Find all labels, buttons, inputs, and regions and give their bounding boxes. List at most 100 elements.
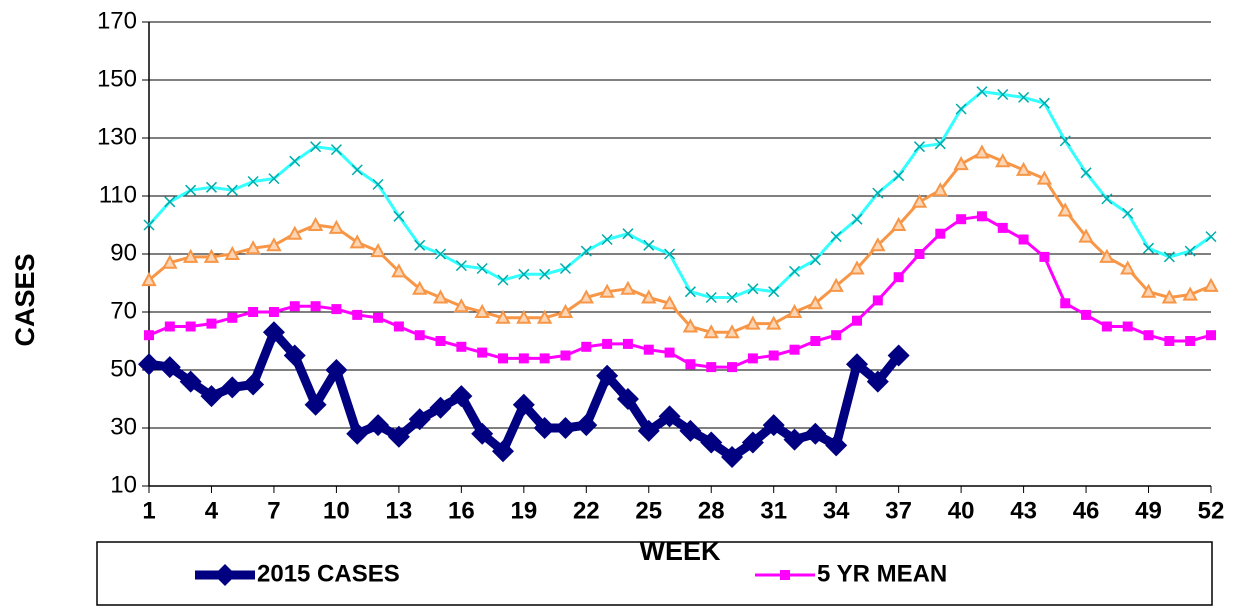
marker: [1164, 336, 1175, 346]
marker: [330, 144, 342, 156]
marker: [852, 315, 862, 326]
marker: [1184, 245, 1196, 257]
marker: [914, 249, 925, 259]
y-tick-label: 10: [110, 471, 137, 498]
y-tick-label: 150: [97, 65, 137, 92]
marker: [495, 309, 511, 324]
marker: [492, 440, 514, 463]
y-tick-label: 30: [110, 413, 137, 440]
marker: [559, 262, 572, 275]
marker: [331, 304, 342, 315]
marker: [393, 210, 405, 222]
x-tick-label: 52: [1198, 497, 1225, 524]
legend-label: 5 YR MEAN: [817, 560, 947, 587]
marker: [512, 393, 535, 416]
series-line: [147, 90, 1212, 299]
marker: [268, 307, 279, 317]
marker: [242, 373, 265, 396]
marker: [352, 309, 363, 320]
y-tick-label: 50: [110, 355, 137, 382]
marker: [893, 272, 904, 283]
marker: [575, 414, 598, 437]
marker: [162, 254, 178, 269]
marker: [849, 260, 865, 275]
marker: [289, 155, 301, 167]
marker: [788, 265, 801, 277]
marker: [1143, 330, 1154, 341]
marker: [911, 193, 928, 208]
marker: [227, 312, 238, 323]
x-tick-label: 25: [635, 497, 662, 524]
marker: [580, 245, 592, 257]
marker: [539, 268, 551, 280]
marker: [497, 274, 509, 286]
marker: [934, 138, 946, 150]
marker: [476, 262, 488, 275]
legend-box: [96, 541, 1213, 606]
marker: [913, 141, 926, 153]
marker: [349, 234, 365, 249]
legend-marker: [214, 564, 236, 586]
marker: [1057, 202, 1073, 217]
marker: [557, 303, 574, 318]
marker: [995, 153, 1011, 168]
marker: [703, 324, 719, 339]
marker: [432, 289, 449, 304]
marker: [518, 353, 529, 364]
marker: [185, 184, 197, 196]
x-tick-label: 4: [205, 497, 219, 524]
marker: [539, 353, 550, 364]
marker: [786, 303, 803, 318]
marker: [164, 196, 176, 208]
marker: [304, 393, 327, 416]
marker: [828, 277, 844, 292]
marker: [144, 330, 154, 341]
marker: [289, 301, 300, 312]
marker: [768, 286, 780, 298]
series-line: [148, 151, 1212, 334]
marker: [474, 303, 490, 318]
marker: [471, 422, 494, 445]
marker: [956, 214, 967, 225]
marker: [1161, 289, 1178, 304]
marker: [200, 385, 223, 408]
marker: [393, 321, 404, 332]
marker: [435, 336, 446, 346]
marker: [1120, 260, 1136, 275]
marker: [866, 370, 889, 393]
marker: [391, 263, 407, 278]
marker: [1206, 330, 1216, 341]
marker: [807, 295, 824, 310]
marker: [872, 187, 884, 199]
marker: [456, 341, 467, 352]
marker: [1101, 321, 1112, 332]
marker: [477, 347, 488, 358]
marker: [1060, 298, 1071, 309]
marker: [287, 225, 303, 240]
marker: [554, 417, 577, 439]
y-tick-label: 90: [110, 239, 137, 266]
marker: [830, 231, 842, 243]
marker: [1080, 167, 1092, 179]
marker: [622, 228, 634, 240]
x-tick-label: 46: [1073, 497, 1100, 524]
marker: [768, 350, 779, 361]
marker: [164, 321, 175, 332]
marker: [1101, 193, 1113, 205]
marker: [387, 425, 410, 448]
marker: [616, 388, 639, 410]
marker: [935, 228, 946, 239]
y-tick-label: 110: [99, 181, 137, 208]
marker: [179, 370, 202, 393]
marker: [700, 431, 723, 454]
marker: [1018, 234, 1029, 245]
marker: [762, 414, 785, 437]
marker: [408, 408, 431, 431]
x-tick-label: 49: [1135, 497, 1162, 524]
x-tick-label: 19: [510, 497, 537, 524]
marker: [658, 405, 681, 428]
marker: [1081, 309, 1092, 320]
marker: [346, 422, 369, 445]
x-tick-label: 7: [267, 497, 280, 524]
marker: [370, 243, 386, 258]
